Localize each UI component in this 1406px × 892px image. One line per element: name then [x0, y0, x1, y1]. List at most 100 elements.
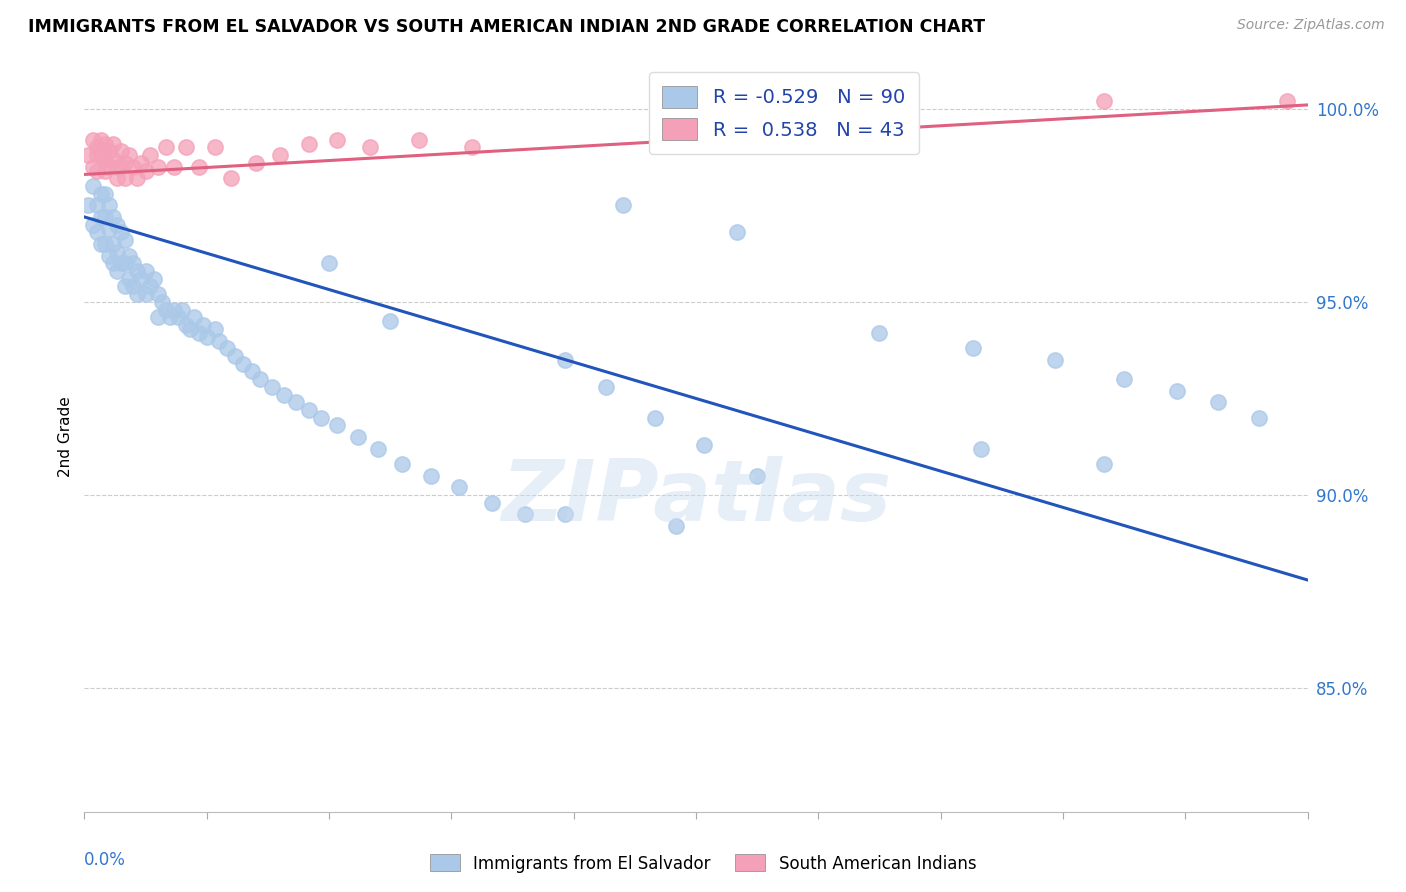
Point [217, 341, 239, 355]
Point [644, 410, 666, 425]
Point [110, 226, 132, 240]
Point [97, 160, 120, 174]
Point [101, 237, 124, 252]
Point [101, 210, 124, 224]
Point [86, 148, 108, 162]
Point [93, 163, 115, 178]
Point [174, 318, 197, 332]
Point [86, 163, 108, 178]
Point [90, 237, 112, 252]
Point [101, 152, 124, 166]
Point [174, 140, 197, 154]
Point [420, 468, 443, 483]
Point [90, 148, 112, 162]
Point [163, 160, 186, 174]
Point [82, 218, 104, 232]
Point [101, 256, 124, 270]
Point [138, 148, 160, 162]
Point [86, 226, 108, 240]
Point [461, 140, 484, 154]
Point [1247, 410, 1270, 425]
Point [86, 140, 108, 154]
Point [612, 198, 634, 212]
Point [665, 519, 688, 533]
Point [187, 160, 209, 174]
Point [285, 395, 308, 409]
Point [146, 160, 169, 174]
Point [146, 287, 169, 301]
Point [1043, 352, 1066, 367]
Point [208, 334, 231, 348]
Point [693, 438, 716, 452]
Point [105, 264, 128, 278]
Point [595, 380, 617, 394]
Point [114, 279, 136, 293]
Point [127, 287, 149, 301]
Point [105, 244, 128, 259]
Legend: R = -0.529   N = 90, R =  0.538   N = 43: R = -0.529 N = 90, R = 0.538 N = 43 [648, 72, 918, 154]
Point [481, 496, 503, 510]
Point [195, 329, 218, 343]
Point [167, 310, 190, 325]
Point [97, 198, 120, 212]
Point [86, 198, 108, 212]
Point [138, 279, 160, 293]
Point [380, 314, 402, 328]
Point [309, 410, 332, 425]
Point [359, 140, 381, 154]
Point [1206, 395, 1229, 409]
Point [122, 279, 145, 293]
Point [135, 163, 157, 178]
Point [391, 457, 413, 471]
Y-axis label: 2nd Grade: 2nd Grade [58, 397, 73, 477]
Text: ZIPatlas: ZIPatlas [501, 456, 891, 539]
Point [118, 148, 141, 162]
Point [77, 148, 100, 162]
Point [118, 248, 141, 262]
Legend: Immigrants from El Salvador, South American Indians: Immigrants from El Salvador, South Ameri… [423, 847, 983, 880]
Point [1166, 384, 1188, 398]
Text: IMMIGRANTS FROM EL SALVADOR VS SOUTH AMERICAN INDIAN 2ND GRADE CORRELATION CHART: IMMIGRANTS FROM EL SALVADOR VS SOUTH AME… [28, 18, 986, 36]
Point [554, 352, 576, 367]
Point [114, 171, 136, 186]
Point [269, 148, 291, 162]
Point [298, 136, 321, 151]
Point [554, 508, 576, 522]
Point [191, 318, 214, 332]
Point [82, 160, 104, 174]
Point [159, 310, 181, 325]
Point [367, 442, 389, 456]
Point [318, 256, 340, 270]
Point [187, 326, 209, 340]
Point [326, 133, 349, 147]
Point [449, 480, 471, 494]
Point [122, 160, 145, 174]
Point [105, 171, 128, 186]
Point [962, 341, 984, 355]
Point [155, 302, 177, 317]
Point [1092, 457, 1115, 471]
Point [93, 136, 115, 151]
Point [90, 133, 112, 147]
Point [183, 310, 205, 325]
Point [747, 468, 769, 483]
Point [90, 186, 112, 201]
Point [219, 171, 242, 186]
Text: Source: ZipAtlas.com: Source: ZipAtlas.com [1237, 18, 1385, 32]
Point [249, 372, 271, 386]
Point [163, 302, 186, 317]
Point [135, 264, 157, 278]
Point [204, 140, 226, 154]
Point [110, 256, 132, 270]
Point [77, 198, 100, 212]
Point [131, 156, 153, 170]
Point [114, 256, 136, 270]
Point [245, 156, 267, 170]
Point [240, 364, 263, 378]
Point [1114, 372, 1136, 386]
Point [93, 186, 115, 201]
Point [513, 508, 536, 522]
Point [97, 145, 120, 159]
Point [105, 160, 128, 174]
Point [135, 287, 157, 301]
